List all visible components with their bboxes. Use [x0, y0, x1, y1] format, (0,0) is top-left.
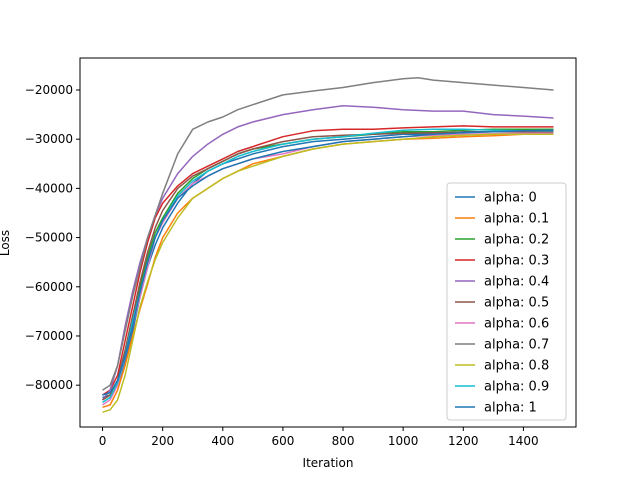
x-tick-label: 1200 — [448, 434, 479, 448]
legend-box — [446, 182, 567, 421]
series-line-4 — [101, 104, 554, 401]
legend-label-0: alpha: 0 — [484, 191, 537, 206]
series-line-7 — [102, 76, 554, 391]
legend-label-4: alpha: 0.4 — [484, 275, 549, 290]
legend-label-7: alpha: 0.7 — [484, 338, 549, 353]
x-axis-label: Iteration — [303, 456, 354, 470]
series-line-10 — [102, 129, 554, 396]
series-lines — [101, 76, 554, 413]
series-line-8 — [102, 133, 554, 413]
x-tick-label: 800 — [332, 434, 355, 448]
legend-label-6: alpha: 0.6 — [484, 317, 549, 332]
x-tick-label: 200 — [151, 434, 174, 448]
legend-label-10: alpha: 1 — [484, 401, 537, 416]
plot-frame — [79, 57, 577, 428]
legend-label-2: alpha: 0.2 — [484, 233, 549, 248]
y-tick-label: −70000 — [25, 329, 73, 343]
legend-label-1: alpha: 0.1 — [484, 212, 549, 227]
y-axis-ticks: −80000 −70000 −60000 −50000 −40000 −30000 −200… — [25, 83, 80, 392]
y-tick-label: −20000 — [25, 83, 73, 97]
x-tick-label: 600 — [271, 434, 294, 448]
legend: alpha: 0 alpha: 0.1 alpha: 0.2 alpha: 0.3 al… — [446, 182, 567, 421]
y-tick-label: −50000 — [25, 231, 73, 245]
y-tick-label: −80000 — [25, 378, 73, 392]
series-line-3 — [102, 125, 554, 396]
x-axis-ticks: 0 200 400 600 800 1000 1200 1400 — [99, 427, 539, 448]
legend-label-3: alpha: 0.3 — [484, 254, 549, 269]
y-tick-label: −40000 — [25, 181, 73, 195]
x-tick-label: 1000 — [388, 434, 419, 448]
x-tick-label: 1400 — [508, 434, 539, 448]
x-tick-label: 0 — [99, 434, 107, 448]
x-tick-label: 400 — [211, 434, 234, 448]
legend-label-5: alpha: 0.5 — [484, 296, 549, 311]
y-tick-label: −60000 — [25, 280, 73, 294]
series-line-9 — [102, 128, 554, 404]
y-tick-label: −30000 — [25, 132, 73, 146]
y-axis-label: Loss — [0, 230, 12, 256]
legend-label-9: alpha: 0.9 — [484, 380, 549, 395]
legend-label-8: alpha: 0.8 — [484, 359, 549, 374]
series-line-5 — [102, 131, 554, 401]
